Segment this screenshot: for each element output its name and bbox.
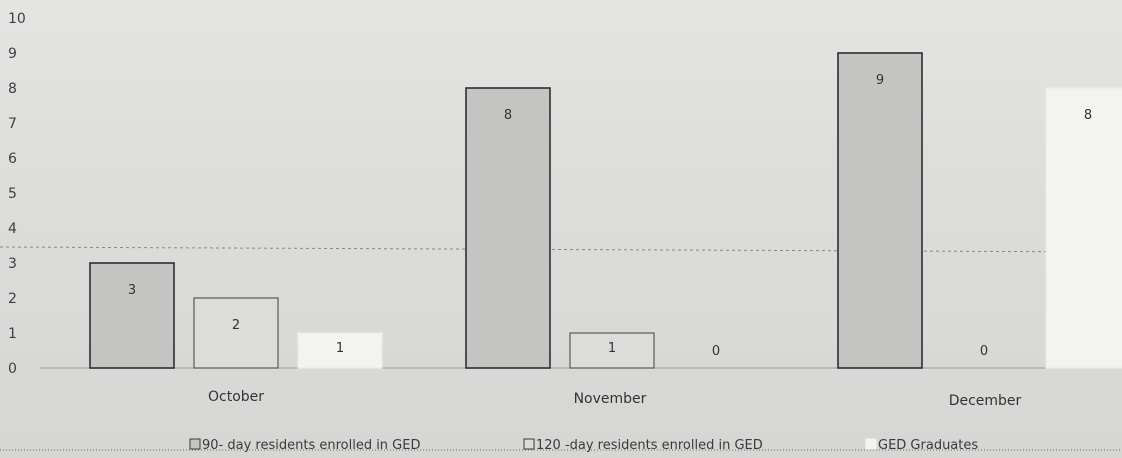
bar-1-december xyxy=(837,52,923,369)
y-tick-label: 8 xyxy=(8,81,17,97)
y-tick-label: 7 xyxy=(8,116,17,132)
legend-swatch xyxy=(523,438,535,450)
x-category-label: November xyxy=(574,391,647,407)
data-label: 0 xyxy=(712,344,720,359)
legend: 90- day residents enrolled in GED 120 -da… xyxy=(189,438,978,453)
bars-group: 3 2 1 8 1 0 9 0 8 xyxy=(89,52,1122,369)
legend-label: 120 -day residents enrolled in GED xyxy=(536,438,763,453)
data-label: 3 xyxy=(128,283,136,298)
y-tick-label: 9 xyxy=(8,46,17,62)
bar-3-december xyxy=(1045,87,1122,369)
data-label: 1 xyxy=(608,341,616,356)
data-label: 1 xyxy=(336,341,344,356)
bar-3-october xyxy=(297,332,383,369)
data-label: 9 xyxy=(876,73,884,88)
legend-label: 90- day residents enrolled in GED xyxy=(202,438,420,453)
legend-swatch xyxy=(865,438,877,450)
legend-label: GED Graduates xyxy=(878,438,978,453)
x-axis: October November December xyxy=(208,389,1022,409)
y-tick-label: 5 xyxy=(8,186,17,202)
x-category-label: December xyxy=(949,393,1022,409)
y-tick-label: 3 xyxy=(8,256,17,272)
data-label: 0 xyxy=(980,344,988,359)
data-label: 8 xyxy=(1084,108,1092,123)
y-tick-label: 1 xyxy=(8,326,17,342)
y-axis: 0 1 2 3 4 5 6 7 8 9 10 xyxy=(8,11,26,377)
y-tick-label: 10 xyxy=(8,11,26,27)
y-tick-label: 6 xyxy=(8,151,17,167)
dashed-reference-line xyxy=(0,246,1122,253)
bar-1-october xyxy=(89,262,175,369)
bar-2-november xyxy=(569,332,655,369)
data-label: 2 xyxy=(232,318,240,333)
data-label: 8 xyxy=(504,108,512,123)
bar-2-october xyxy=(193,297,279,369)
x-category-label: October xyxy=(208,389,264,405)
y-tick-label: 4 xyxy=(8,221,17,237)
y-tick-label: 2 xyxy=(8,291,17,307)
bar-1-november xyxy=(465,87,551,369)
legend-swatch xyxy=(189,438,201,450)
y-tick-label: 0 xyxy=(8,361,17,377)
